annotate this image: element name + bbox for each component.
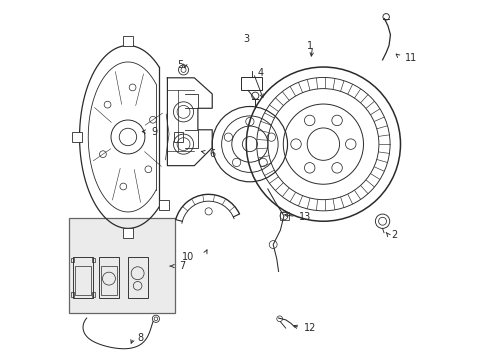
- Bar: [279, 212, 288, 220]
- Bar: [92, 292, 94, 297]
- Bar: [69, 218, 174, 313]
- Text: 11: 11: [405, 53, 417, 63]
- Bar: [174, 132, 183, 141]
- Bar: [71, 258, 74, 262]
- Text: 1: 1: [306, 41, 312, 50]
- Bar: [73, 257, 93, 298]
- Text: 13: 13: [299, 212, 311, 221]
- Text: 12: 12: [303, 323, 315, 333]
- Text: 3: 3: [243, 34, 249, 44]
- Bar: [75, 266, 91, 295]
- Bar: [123, 36, 132, 46]
- Bar: [72, 132, 81, 141]
- Bar: [101, 266, 117, 295]
- Bar: [99, 257, 119, 298]
- Text: 5: 5: [177, 59, 183, 69]
- Bar: [241, 77, 262, 90]
- Text: 7: 7: [179, 261, 185, 271]
- Bar: [123, 228, 132, 238]
- Text: 8: 8: [137, 333, 143, 343]
- Text: 10: 10: [182, 252, 194, 262]
- Text: 6: 6: [209, 149, 215, 159]
- Bar: [92, 258, 94, 262]
- Bar: [71, 292, 74, 297]
- Bar: [159, 200, 168, 210]
- Text: 2: 2: [391, 230, 397, 239]
- Bar: [128, 257, 147, 298]
- Text: 4: 4: [257, 68, 263, 78]
- Text: 9: 9: [151, 127, 157, 136]
